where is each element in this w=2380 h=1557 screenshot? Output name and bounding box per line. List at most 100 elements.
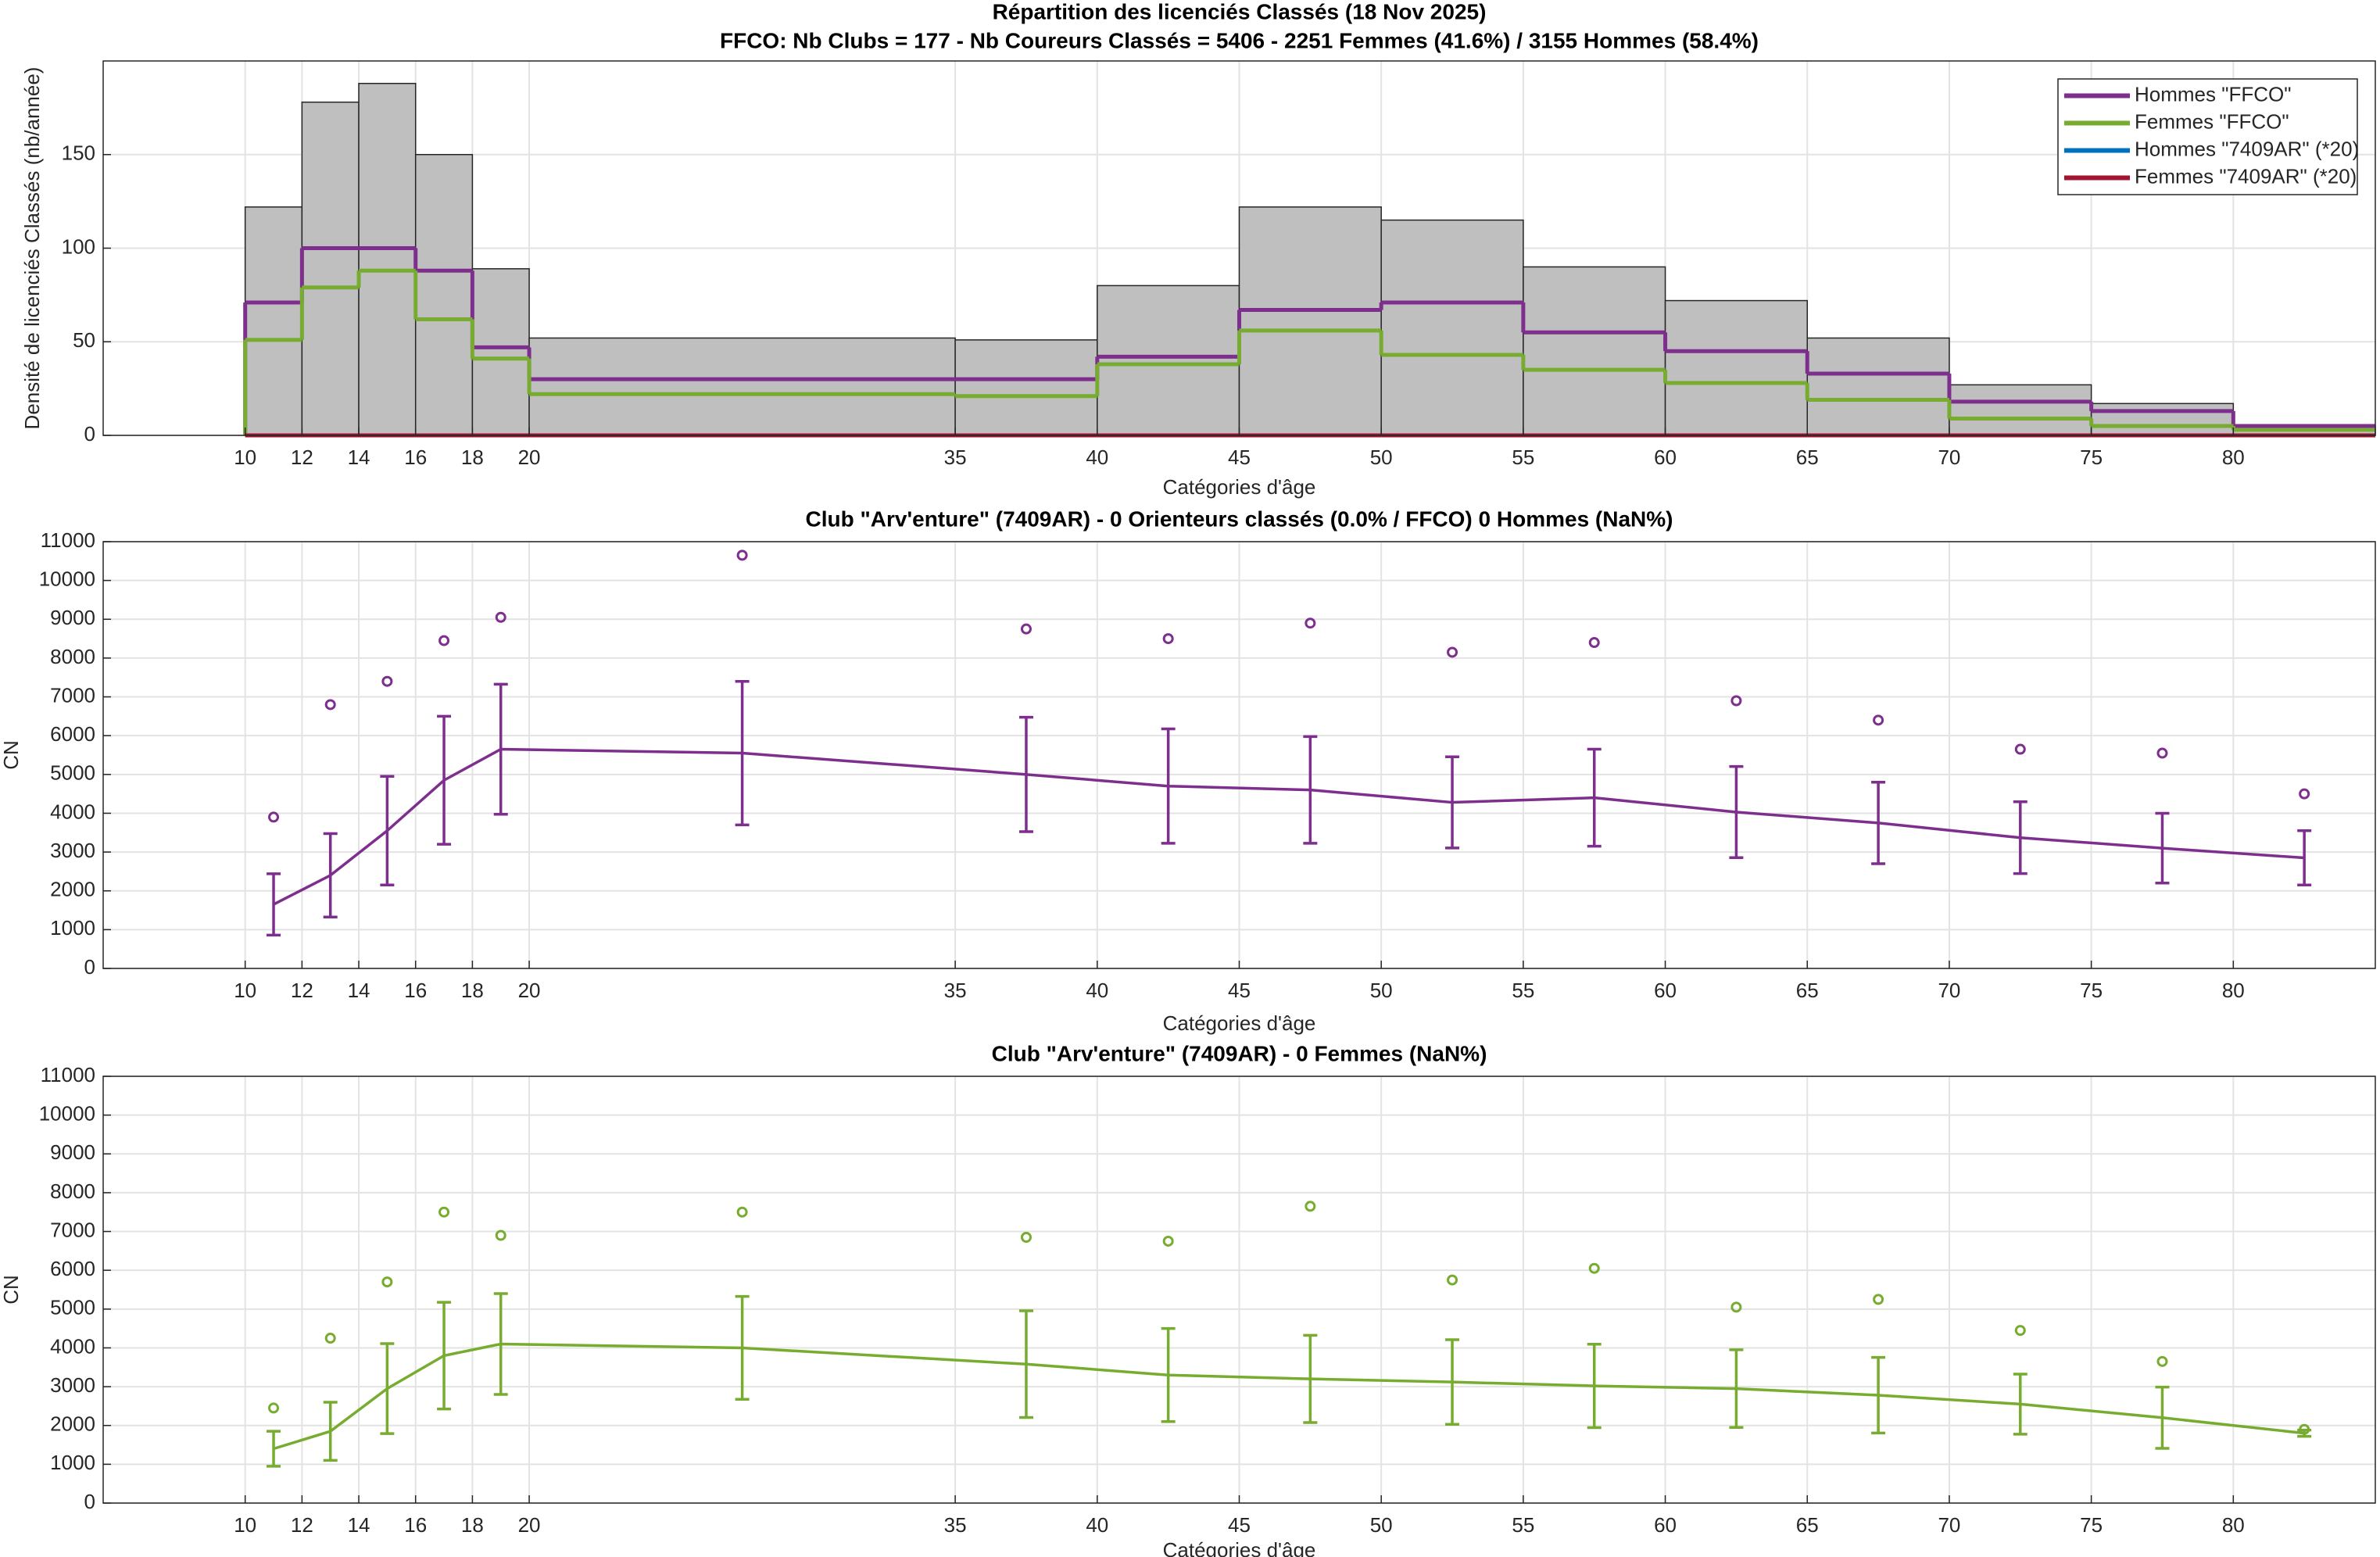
histogram-bar [954,339,1098,436]
error-bar [2155,811,2170,885]
x-tick-label: 65 [1796,979,1819,1002]
legend-label: Hommes "7409AR" (*20) [2135,137,2359,160]
outlier-point [2299,1423,2310,1435]
x-tick-label: 12 [291,1513,313,1537]
outlier-point [495,1229,506,1241]
chart-title: Répartition des licenciés Classés (18 No… [993,0,1487,23]
outlier-point [736,1206,748,1218]
outlier-point [1588,637,1600,649]
x-tick-label: 18 [461,979,484,1002]
x-tick-label: 50 [1370,1513,1393,1537]
error-bar [735,679,750,827]
histogram-bar [1949,384,2092,436]
x-tick-label: 20 [518,979,541,1002]
histogram-bar [301,101,360,436]
histogram-bar [528,337,956,436]
outlier-point [1020,1231,1032,1243]
y-tick-label: 9000 [50,1140,95,1164]
error-bar [1018,1309,1033,1419]
x-tick-label: 45 [1228,1513,1251,1537]
y-tick-label: 5000 [50,761,95,785]
histogram-bar [471,268,530,436]
error-bar [1871,780,1886,865]
outlier-point [1162,1235,1174,1247]
y-axis-label: CN [0,740,23,770]
error-bar [2155,1385,2170,1450]
error-bar [1303,1333,1318,1424]
histogram-bar [1664,299,1808,436]
x-tick-label: 55 [1512,446,1534,469]
outlier-point [1730,695,1742,707]
error-bar [1587,747,1602,848]
histogram-bar [1523,266,1666,436]
outlier-point [1588,1262,1600,1274]
error-bar [493,1292,508,1396]
x-tick-label: 60 [1654,446,1677,469]
x-tick-label: 10 [234,979,256,1002]
x-axis-label: Catégories d'âge [1163,1538,1316,1557]
outlier-point [1162,633,1174,645]
y-tick-label: 0 [84,1490,95,1513]
x-tick-label: 14 [348,446,370,469]
x-tick-label: 70 [1938,979,1960,1002]
outlier-point [2299,788,2310,800]
outlier-point [381,675,393,687]
y-tick-label: 10000 [39,567,95,591]
y-tick-label: 2000 [50,878,95,901]
y-tick-label: 2000 [50,1412,95,1436]
x-tick-label: 16 [404,446,427,469]
error-bar [493,682,508,816]
y-tick-label: 4000 [50,1334,95,1358]
error-bar [2013,1373,2027,1436]
x-tick-label: 80 [2222,979,2245,1002]
x-tick-label: 40 [1086,446,1108,469]
outlier-point [324,1333,336,1344]
x-tick-label: 10 [234,446,256,469]
y-tick-label: 9000 [50,606,95,629]
y-tick-label: 7000 [50,683,95,707]
x-tick-label: 14 [348,1513,370,1537]
x-tick-label: 50 [1370,979,1393,1002]
outlier-point [2156,1355,2168,1367]
x-tick-label: 70 [1938,1513,1960,1537]
error-bar [1587,1342,1602,1430]
x-tick-label: 12 [291,446,313,469]
x-tick-label: 55 [1512,979,1534,1002]
mean-line [273,747,2305,906]
y-tick-label: 0 [84,422,95,446]
x-tick-label: 55 [1512,1513,1534,1537]
error-bar [1161,727,1176,845]
x-tick-label: 45 [1228,446,1251,469]
chart-subtitle: FFCO: Nb Clubs = 177 - Nb Coureurs Class… [720,28,1759,52]
error-bar [267,1430,281,1468]
y-tick-label: 6000 [50,722,95,746]
x-tick-label: 70 [1938,446,1960,469]
mean-line [273,1342,2305,1451]
x-tick-label: 20 [518,1513,541,1537]
error-bar [323,1401,338,1462]
error-bar [735,1294,750,1401]
outlier-point [1447,646,1458,658]
outlier-point [324,699,336,710]
y-tick-label: 150 [62,141,95,165]
x-tick-label: 16 [404,979,427,1002]
error-bar [1445,755,1460,850]
legend-label: Femmes "7409AR" (*20) [2135,164,2357,188]
y-tick-label: 4000 [50,800,95,823]
x-tick-label: 75 [2080,446,2103,469]
histogram-bar [1097,285,1240,436]
x-tick-label: 10 [234,1513,256,1537]
x-tick-label: 35 [944,979,967,1002]
x-axis-label: Catégories d'âge [1163,1011,1316,1035]
x-tick-label: 18 [461,446,484,469]
outlier-point [1873,714,1884,726]
error-bar [1161,1326,1176,1423]
x-tick-label: 16 [404,1513,427,1537]
legend-label: Hommes "FFCO" [2135,82,2291,106]
x-axis-label: Catégories d'âge [1163,475,1316,499]
y-tick-label: 8000 [50,645,95,668]
x-tick-label: 20 [518,446,541,469]
y-axis-label: CN [0,1275,23,1305]
histogram-bar [2090,403,2235,436]
error-bar [1018,715,1033,833]
